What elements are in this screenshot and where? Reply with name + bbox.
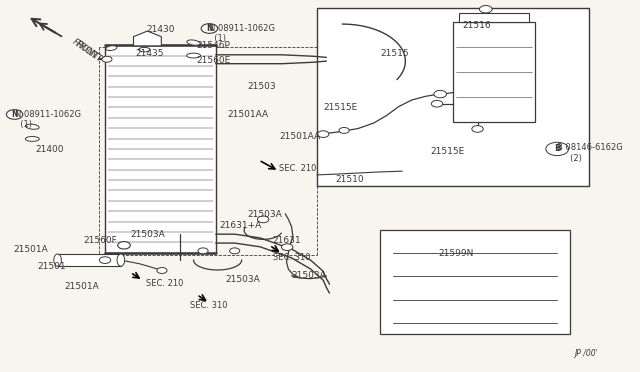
Text: SEC. 310: SEC. 310: [191, 301, 228, 310]
Ellipse shape: [26, 137, 39, 141]
Text: 21599N: 21599N: [438, 249, 474, 258]
Text: 21501A: 21501A: [64, 282, 99, 291]
Text: 21501: 21501: [37, 262, 66, 271]
Text: N: N: [206, 24, 212, 33]
Text: 21430: 21430: [146, 25, 175, 34]
Circle shape: [317, 131, 329, 137]
Circle shape: [99, 257, 111, 263]
Text: 21515: 21515: [380, 49, 409, 58]
Text: B: B: [554, 144, 561, 153]
Text: 21501AA: 21501AA: [279, 132, 320, 141]
Text: B 08146-6162G
     (2): B 08146-6162G (2): [557, 143, 623, 163]
Text: 21503A: 21503A: [292, 271, 326, 280]
Text: 21400: 21400: [35, 145, 64, 154]
Circle shape: [6, 110, 23, 119]
Circle shape: [102, 56, 112, 62]
Text: 21631: 21631: [273, 236, 301, 245]
Circle shape: [339, 128, 349, 134]
Ellipse shape: [54, 254, 61, 266]
Text: SEC. 210: SEC. 210: [279, 164, 316, 173]
Text: 21560E: 21560E: [196, 55, 231, 65]
Text: 21501AA: 21501AA: [227, 110, 268, 119]
Text: 21503A: 21503A: [131, 231, 165, 240]
Circle shape: [118, 241, 131, 249]
Text: 21515E: 21515E: [323, 103, 358, 112]
Text: JP /00': JP /00': [575, 349, 598, 358]
Circle shape: [257, 216, 269, 223]
Text: N 08911-1062G
  (1): N 08911-1062G (1): [209, 24, 275, 43]
Text: 21515E: 21515E: [431, 147, 465, 156]
Ellipse shape: [187, 53, 200, 58]
Bar: [105, 45, 216, 253]
Text: 21435: 21435: [136, 49, 164, 58]
Circle shape: [479, 6, 492, 13]
Text: 21503A: 21503A: [225, 275, 260, 284]
Text: 21631+A: 21631+A: [219, 221, 261, 230]
Text: FRONT: FRONT: [74, 39, 104, 64]
Polygon shape: [134, 31, 161, 46]
Ellipse shape: [138, 47, 150, 52]
Text: 21510: 21510: [336, 175, 365, 184]
Text: 21546P: 21546P: [196, 41, 230, 51]
Text: N 08911-1062G
  (1): N 08911-1062G (1): [15, 110, 81, 129]
Circle shape: [282, 244, 293, 250]
Circle shape: [157, 267, 167, 273]
Text: SEC. 210: SEC. 210: [146, 279, 184, 288]
Text: 21501A: 21501A: [13, 245, 48, 254]
Text: 21516: 21516: [462, 21, 491, 30]
Text: 21503: 21503: [247, 82, 276, 91]
Circle shape: [546, 142, 568, 155]
Circle shape: [230, 248, 240, 254]
Circle shape: [201, 24, 218, 33]
Ellipse shape: [187, 40, 200, 45]
Ellipse shape: [26, 124, 39, 129]
Circle shape: [434, 90, 447, 98]
Circle shape: [431, 100, 443, 107]
Text: N: N: [12, 110, 18, 119]
Bar: [58, 254, 121, 266]
Bar: [317, 8, 589, 186]
Bar: [453, 22, 535, 122]
Circle shape: [472, 126, 483, 132]
Text: 21503A: 21503A: [247, 210, 282, 219]
Ellipse shape: [117, 254, 125, 266]
Circle shape: [198, 248, 208, 254]
Ellipse shape: [106, 46, 117, 51]
Text: SEC. 310: SEC. 310: [273, 253, 310, 262]
Text: 21560F: 21560F: [83, 236, 116, 245]
Text: FRONT: FRONT: [70, 37, 99, 61]
Bar: [380, 231, 570, 334]
Bar: [459, 13, 529, 22]
